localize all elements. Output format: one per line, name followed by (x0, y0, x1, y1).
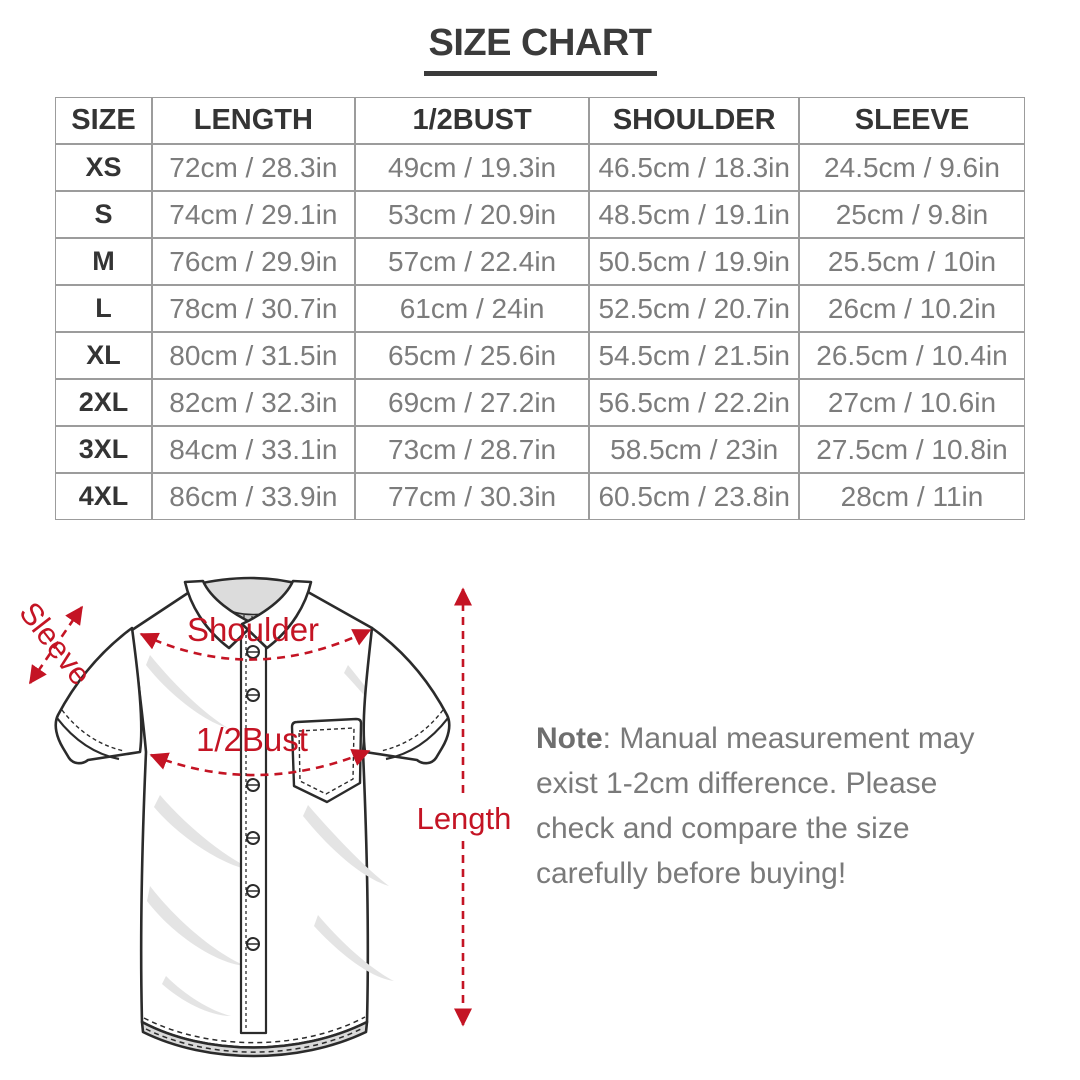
measurement-cell: 56.5cm / 22.2in (589, 379, 799, 426)
measurement-cell: 72cm / 28.3in (152, 144, 355, 191)
shirt-hem (140, 1020, 369, 1058)
bust-arrow (149, 748, 371, 777)
measurement-cell: 28cm / 11in (798, 473, 1025, 520)
size-cell: 3XL (55, 426, 152, 473)
shoulder-label: Shoulder (187, 611, 319, 648)
measurement-cell: 46.5cm / 18.3in (589, 144, 799, 191)
shoulder-arrow (139, 628, 372, 661)
page-title-wrap: SIZE CHART (0, 22, 1080, 76)
measurement-note: Note: Manual measurement may exist 1-2cm… (536, 716, 1018, 896)
size-cell: 4XL (55, 473, 152, 520)
measurement-cell: 82cm / 32.3in (152, 379, 355, 426)
measurement-cell: 78cm / 30.7in (152, 285, 355, 332)
measurement-cell: 27cm / 10.6in (798, 379, 1025, 426)
size-cell: XL (55, 332, 152, 379)
measurement-cell: 84cm / 33.1in (152, 426, 355, 473)
measurement-cell: 49cm / 19.3in (354, 144, 590, 191)
page-title: SIZE CHART (423, 22, 657, 76)
measurement-cell: 86cm / 33.9in (152, 473, 355, 520)
measurement-cell: 65cm / 25.6in (354, 332, 590, 379)
measurement-cell: 25cm / 9.8in (798, 191, 1025, 238)
table-row: M 76cm / 29.9in 57cm / 22.4in 50.5cm / 19.9… (55, 238, 1025, 285)
note-label: Note (536, 722, 603, 755)
shirt-measurement-diagram: Sleeve Shoulder 1/2Bust Length (12, 576, 512, 1058)
size-cell: 2XL (55, 379, 152, 426)
measurement-cell: 27.5cm / 10.8in (798, 426, 1025, 473)
button-placket (239, 621, 268, 1035)
measurement-cell: 73cm / 28.7in (354, 426, 590, 473)
size-cell: L (55, 285, 152, 332)
table-row: L 78cm / 30.7in 61cm / 24in 52.5cm / 20.7in… (55, 285, 1025, 332)
table-row: S 74cm / 29.1in 53cm / 20.9in 48.5cm / 19.1… (55, 191, 1025, 238)
size-table: SIZE LENGTH 1/2BUST SHOULDER SLEEVE XS 72… (55, 97, 1025, 520)
note-body: : Manual measurement may exist 1-2cm dif… (536, 722, 975, 890)
col-header-size: SIZE (55, 97, 152, 144)
measurement-cell: 26.5cm / 10.4in (798, 332, 1025, 379)
col-header-shoulder: SHOULDER (589, 97, 799, 144)
measurement-cell: 74cm / 29.1in (152, 191, 355, 238)
col-header-length: LENGTH (152, 97, 355, 144)
right-sleeve (362, 626, 451, 765)
measurement-cell: 25.5cm / 10in (798, 238, 1025, 285)
measurement-cell: 69cm / 27.2in (354, 379, 590, 426)
measurement-cell: 80cm / 31.5in (152, 332, 355, 379)
measurement-cell: 54.5cm / 21.5in (589, 332, 799, 379)
measurement-cell: 76cm / 29.9in (152, 238, 355, 285)
measurement-cell: 53cm / 20.9in (354, 191, 590, 238)
table-row: XL 80cm / 31.5in 65cm / 25.6in 54.5cm / 21.… (55, 332, 1025, 379)
bust-label: 1/2Bust (196, 721, 308, 758)
sleeve-label: Sleeve (12, 595, 98, 691)
size-table-body: XS 72cm / 28.3in 49cm / 19.3in 46.5cm / 18.… (55, 144, 1025, 520)
measurement-cell: 58.5cm / 23in (589, 426, 799, 473)
measurement-cell: 77cm / 30.3in (354, 473, 590, 520)
sleeve-arrow (28, 605, 84, 685)
table-row: 2XL 82cm / 32.3in 69cm / 27.2in 56.5cm / 22… (55, 379, 1025, 426)
table-row: XS 72cm / 28.3in 49cm / 19.3in 46.5cm / 18.… (55, 144, 1025, 191)
header-row: SIZE LENGTH 1/2BUST SHOULDER SLEEVE (55, 97, 1025, 144)
measurement-cell: 24.5cm / 9.6in (798, 144, 1025, 191)
measurement-cell: 60.5cm / 23.8in (589, 473, 799, 520)
shirt-illustration (54, 576, 451, 1058)
size-table-head: SIZE LENGTH 1/2BUST SHOULDER SLEEVE (55, 97, 1025, 144)
measurement-cell: 52.5cm / 20.7in (589, 285, 799, 332)
measurement-cell: 48.5cm / 19.1in (589, 191, 799, 238)
size-cell: XS (55, 144, 152, 191)
col-header-sleeve: SLEEVE (798, 97, 1025, 144)
col-header-bust: 1/2BUST (354, 97, 590, 144)
measurement-cell: 50.5cm / 19.9in (589, 238, 799, 285)
size-cell: M (55, 238, 152, 285)
measurement-cell: 26cm / 10.2in (798, 285, 1025, 332)
table-row: 3XL 84cm / 33.1in 73cm / 28.7in 58.5cm / 23… (55, 426, 1025, 473)
size-cell: S (55, 191, 152, 238)
measurement-annotations (28, 587, 473, 1027)
measurement-cell: 57cm / 22.4in (354, 238, 590, 285)
length-label: Length (417, 801, 512, 836)
table-row: 4XL 86cm / 33.9in 77cm / 30.3in 60.5cm / 23… (55, 473, 1025, 520)
measurement-cell: 61cm / 24in (354, 285, 590, 332)
length-label-bg (423, 795, 505, 839)
